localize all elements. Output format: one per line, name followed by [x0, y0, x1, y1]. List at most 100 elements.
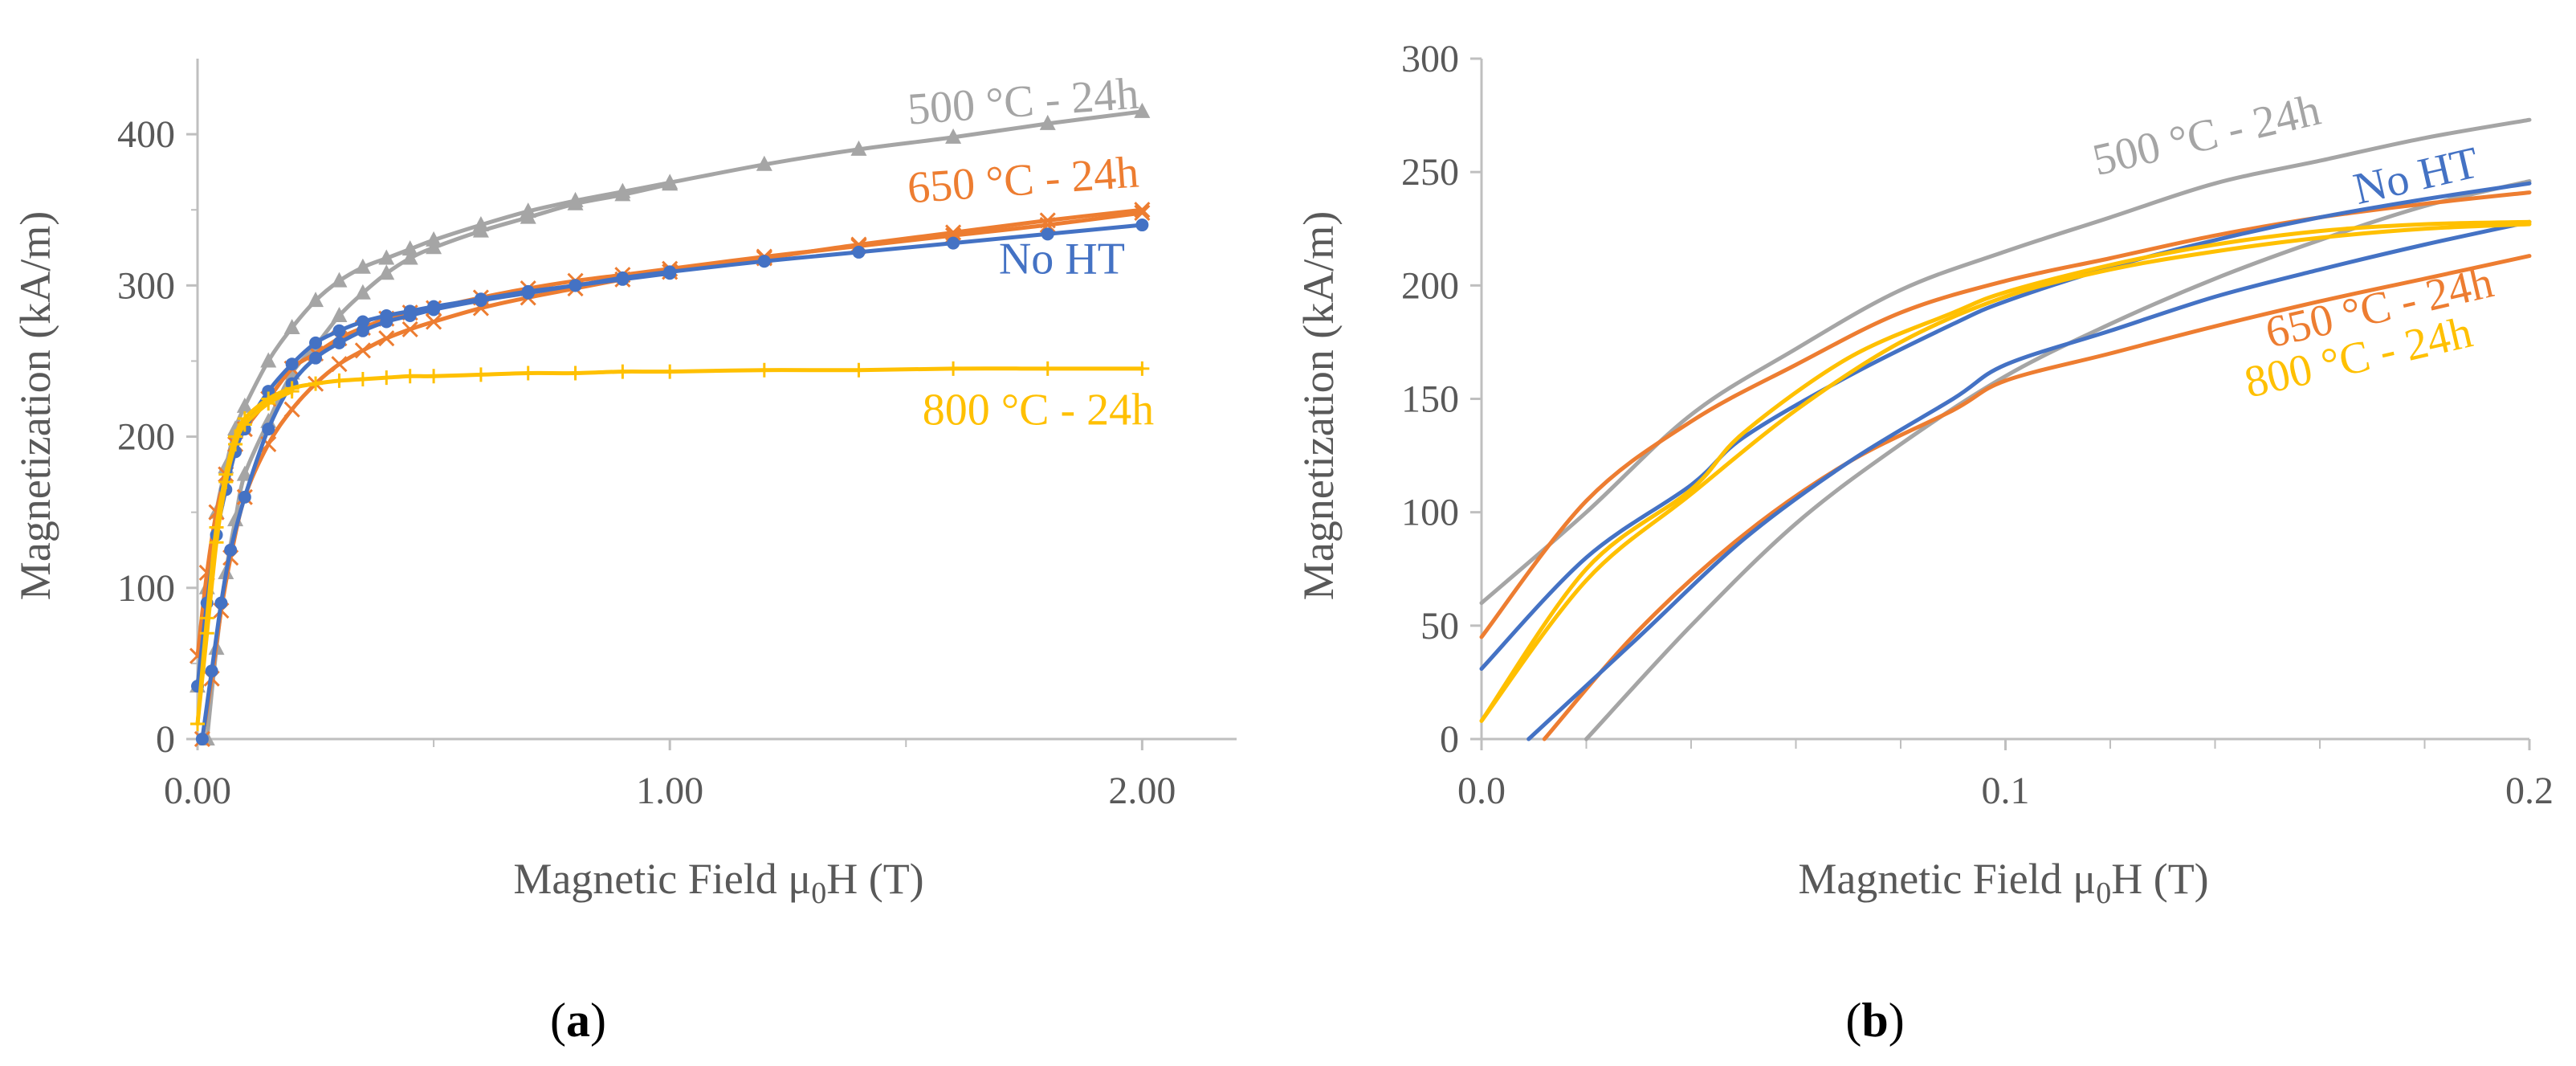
panel-a-data-point [946, 361, 961, 376]
panel-b-series-line-upper [1479, 181, 2532, 671]
panel-a-data-point [401, 240, 418, 256]
panel-a-data-point [332, 336, 346, 349]
panel-b-series-line-lower [1542, 254, 2532, 741]
panel-a-series-label: 500 °C - 24h [906, 69, 1140, 135]
panel-a-data-point [205, 664, 218, 678]
panel-a-data-point [262, 385, 275, 398]
panel-a-y-axis-label: Magnetization (kA/m) [11, 211, 59, 600]
panel-a-x-tick-label: 0.00 [164, 770, 231, 812]
panel-a-data-point [236, 465, 253, 481]
panel-a-data-point [427, 303, 441, 317]
panel-b-y-tick-label: 200 [1401, 264, 1459, 307]
panel-a-data-point [402, 369, 418, 384]
panel-a-data-point [1039, 114, 1056, 130]
panel-a-data-point [355, 372, 370, 387]
panel-a-data-point [380, 315, 393, 329]
panel-a-data-point [309, 336, 323, 349]
panel-a-data-point [331, 306, 348, 322]
panel-a-data-point [426, 313, 442, 330]
panel-a-data-point [850, 140, 867, 156]
panel-a-data-point [195, 733, 209, 745]
panel-a-data-point [947, 236, 960, 250]
panel-a-data-point [569, 279, 582, 292]
panel-a-data-point [472, 222, 489, 238]
panel-a-data-point [332, 373, 347, 388]
panel-a-y-tick-label: 0 [156, 718, 175, 761]
panel-b-y-tick-label: 100 [1401, 492, 1459, 534]
panel-a-data-point [378, 330, 395, 347]
panel-a-data-point [616, 272, 630, 286]
panel-a-series-line-lower [205, 182, 672, 741]
panel-b: 0 50 100 150 200 250 300 0.0 0.1 0.2 500 °C - 24h… [1294, 38, 2554, 1047]
panel-a-data-point [1135, 361, 1150, 376]
panel-a-data-point [615, 364, 630, 379]
panel-a-data-point [1134, 204, 1151, 222]
panel-a-data-point [356, 315, 369, 329]
panel-a-series-line-lower [200, 271, 672, 741]
panel-a-data-point [190, 717, 205, 732]
panel-a-x-tick-label: 2.00 [1108, 770, 1176, 812]
panel-a-data-point [1041, 227, 1054, 241]
panel-a-data-point [426, 369, 442, 384]
panel-a-data-point [520, 366, 536, 381]
panel-a-data-point [756, 155, 772, 171]
panel-a-data-point [945, 224, 962, 241]
panel-b-y-tick-label: 0 [1440, 718, 1459, 761]
panel-a-series-line-upper [195, 223, 1144, 688]
panel-a-caption: (a) [550, 994, 606, 1047]
panel-b-series-line-lower [1584, 179, 2532, 741]
panel-a-data-point [851, 362, 866, 378]
panel-b-series-line-upper [1479, 190, 2532, 639]
panel-a-series-label: No HT [999, 234, 1125, 284]
panel-a-data-point [401, 321, 418, 337]
panel-a-data-point [663, 267, 677, 280]
panel-a-data-point [521, 286, 535, 300]
panel-b-y-tick-label: 250 [1401, 151, 1459, 194]
panel-a-y-tick-label: 400 [117, 113, 175, 156]
panel-a-data-point [356, 324, 369, 337]
panel-b-series-0 [1479, 117, 2532, 741]
panel-b-series-line-upper [1479, 117, 2532, 606]
panel-a-data-point [852, 245, 866, 259]
panel-a-data-point [214, 596, 228, 610]
panel-a-data-point [260, 352, 277, 368]
panel-a-y-tick-label: 100 [117, 567, 175, 610]
panel-a-data-point [568, 366, 583, 381]
panel-a-data-point [662, 175, 679, 191]
panel-a-data-point [262, 423, 275, 436]
panel-a-data-point [1039, 212, 1056, 229]
panel-a-data-point [308, 376, 324, 391]
panel-b-series-line-upper [1479, 219, 2532, 723]
panel-b-x-tick-label: 0.2 [2505, 770, 2554, 812]
panel-a-x-axis-label: Magnetic Field μ0H (T) [513, 855, 923, 910]
panel-b-series-1 [1479, 190, 2532, 741]
panel-a-data-point [354, 258, 371, 274]
panel-a-data-point [209, 535, 224, 550]
panel-a-data-point [224, 543, 238, 557]
panel-a-data-point [474, 294, 487, 308]
panel-a-data-point [354, 342, 371, 359]
panel-a-series-label: 800 °C - 24h [923, 385, 1154, 435]
panel-b-y-tick-label: 50 [1420, 605, 1459, 647]
panel-a-data-point [1134, 202, 1151, 219]
panel-a-series-line-lower [200, 207, 1144, 741]
panel-a-y-tick-label: 300 [117, 264, 175, 307]
panel-b-series-3 [1479, 219, 2532, 723]
panel-a-data-point [403, 308, 417, 322]
panel-a-data-point [283, 401, 300, 418]
panel-b-x-tick-label: 0.1 [1982, 770, 2030, 812]
panel-a-data-point [308, 292, 324, 308]
panel-b-y-tick-label: 150 [1401, 378, 1459, 421]
panel-a-data-point [238, 490, 251, 504]
panel-a-data-point [236, 397, 253, 413]
panel-a-data-point [378, 249, 395, 265]
panel-a-data-point [237, 417, 252, 432]
panel-a-y-tick-label: 200 [117, 416, 175, 459]
panel-a-data-point [285, 357, 299, 371]
panel-a-data-point [520, 208, 536, 224]
panel-a-series-2 [191, 219, 1149, 745]
panel-a-data-point [1040, 361, 1055, 376]
panel-a-x-tick-label: 1.00 [636, 770, 703, 812]
panel-b-caption: (b) [1845, 994, 1904, 1047]
